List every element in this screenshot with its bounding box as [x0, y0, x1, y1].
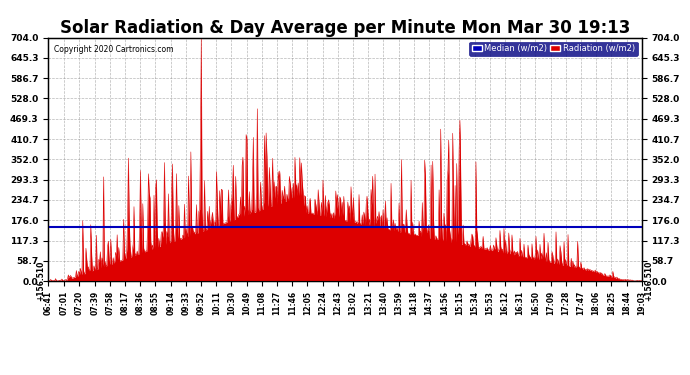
Text: +156.510: +156.510	[644, 261, 653, 302]
Text: +156.510: +156.510	[37, 261, 46, 302]
Title: Solar Radiation & Day Average per Minute Mon Mar 30 19:13: Solar Radiation & Day Average per Minute…	[60, 20, 630, 38]
Legend: Median (w/m2), Radiation (w/m2): Median (w/m2), Radiation (w/m2)	[469, 42, 638, 56]
Text: Copyright 2020 Cartronics.com: Copyright 2020 Cartronics.com	[55, 45, 174, 54]
